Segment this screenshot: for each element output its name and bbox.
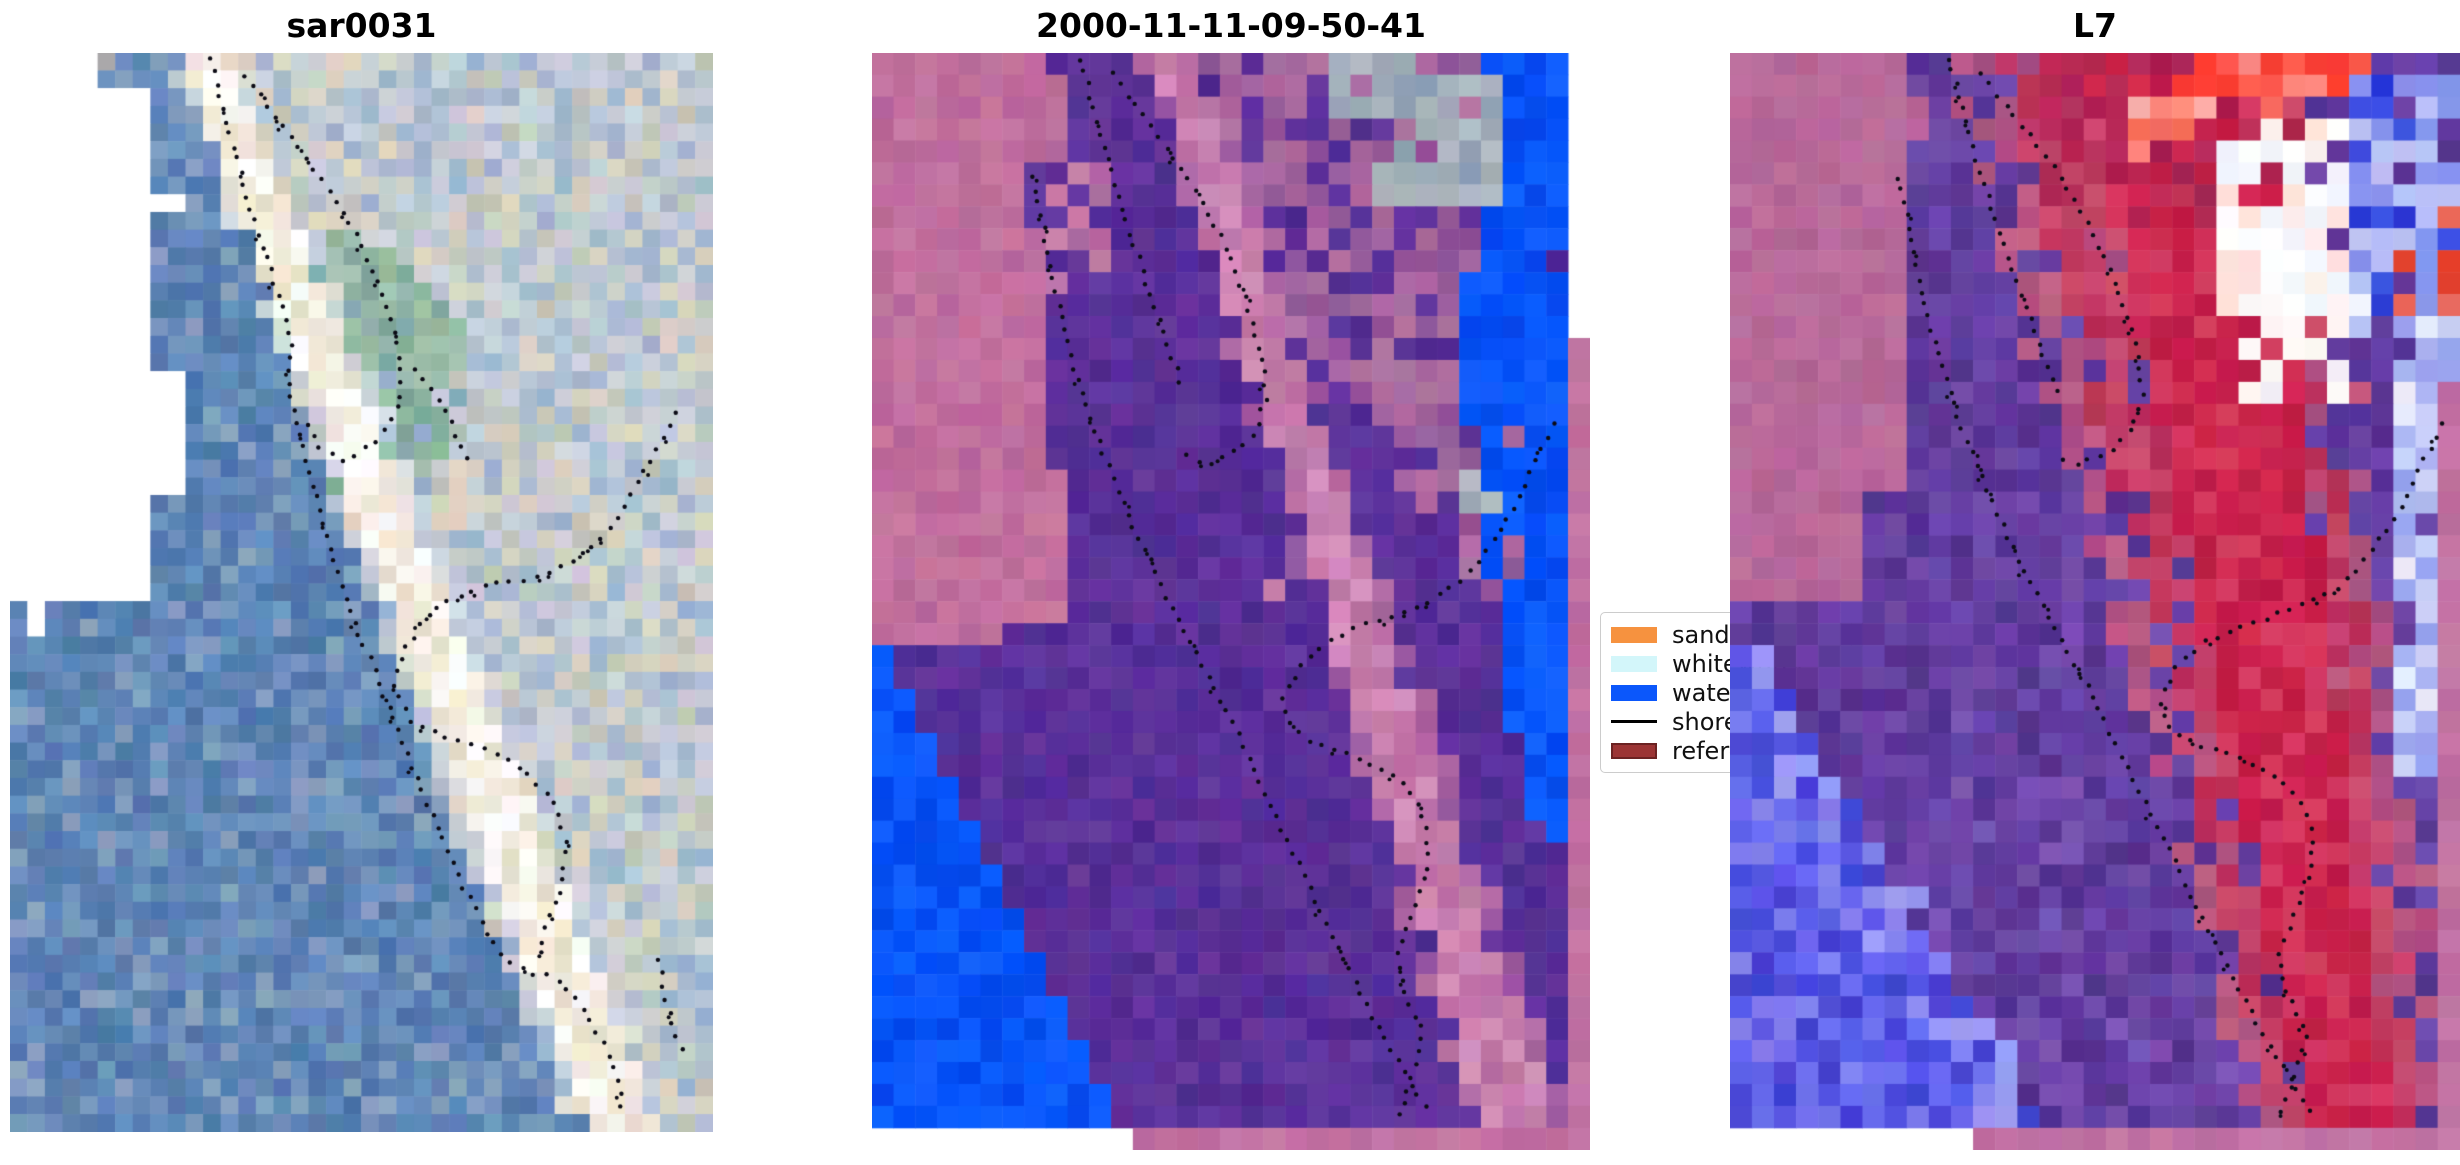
sand-swatch-icon [1611, 626, 1657, 643]
legend-label: sand [1672, 620, 1730, 649]
shoreline-line-icon [1611, 720, 1657, 723]
satellite-image-sar0031 [10, 53, 713, 1132]
reference-swatch-icon [1611, 742, 1657, 759]
satellite-image-classified [872, 53, 1590, 1150]
water-swatch-icon [1611, 684, 1657, 701]
satellite-image-l7 [1730, 53, 2460, 1150]
panel-title-date: 2000-11-11-09-50-41 [1036, 6, 1426, 45]
whitewater-swatch-icon [1611, 655, 1657, 672]
legend-item-water: water [1611, 678, 1841, 707]
panel-title-sar0031: sar0031 [286, 6, 437, 45]
panel-title-l7: L7 [2073, 6, 2117, 45]
legend-item-sand: sand [1611, 620, 1841, 649]
legend-label: water [1672, 678, 1741, 707]
